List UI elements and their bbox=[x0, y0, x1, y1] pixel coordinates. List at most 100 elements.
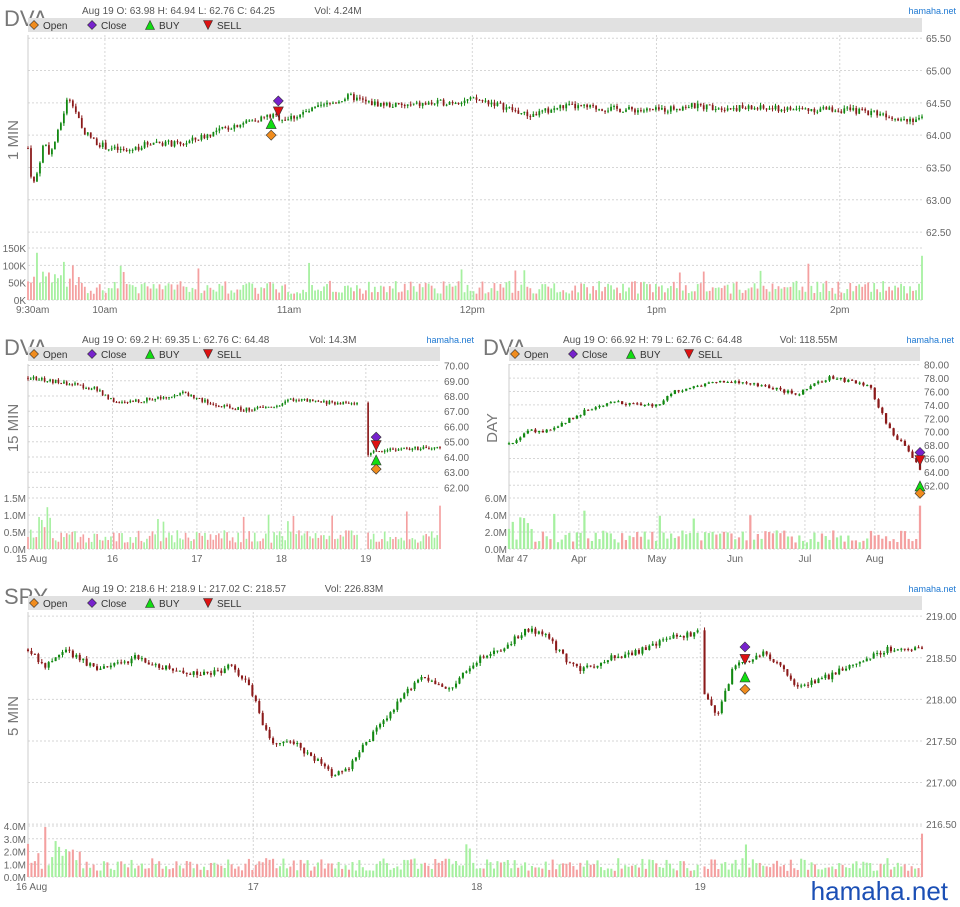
candle-body bbox=[748, 660, 751, 662]
volume-bar bbox=[284, 284, 287, 300]
volume-bar bbox=[327, 863, 330, 877]
volume-bar bbox=[302, 289, 304, 300]
candle-body bbox=[817, 678, 820, 683]
volume-bar bbox=[326, 284, 328, 300]
candle-body bbox=[258, 701, 261, 713]
candle-body bbox=[882, 653, 886, 655]
y-tick-label: 68.00 bbox=[444, 392, 469, 403]
volume-bar bbox=[688, 533, 692, 549]
volume-bar bbox=[92, 864, 95, 877]
volume-bar bbox=[820, 869, 823, 877]
volume-bar bbox=[726, 284, 729, 300]
y-tick-label: 62.00 bbox=[444, 483, 469, 494]
volume-bar bbox=[74, 285, 77, 300]
volume-bar bbox=[212, 289, 215, 300]
volume-bar bbox=[906, 293, 908, 300]
volume-bar bbox=[439, 505, 441, 549]
candle-body bbox=[617, 656, 620, 659]
volume-bar bbox=[396, 866, 399, 877]
candle-body bbox=[39, 162, 41, 174]
y-tick-label: 64.00 bbox=[444, 453, 469, 464]
volume-bar bbox=[568, 532, 571, 549]
volume-bar bbox=[253, 532, 256, 549]
open-trade-marker bbox=[265, 129, 277, 141]
volume-bar bbox=[442, 281, 445, 300]
x-tick-label: 12pm bbox=[460, 305, 485, 316]
candle-body bbox=[213, 670, 216, 675]
volume-tick-label: 150K bbox=[3, 244, 27, 255]
volume-bar bbox=[734, 539, 737, 549]
candle-body bbox=[140, 658, 143, 660]
candle-body bbox=[35, 376, 38, 381]
volume-bar bbox=[793, 868, 796, 877]
grid bbox=[508, 364, 920, 550]
volume-tick-label: 0.0M bbox=[4, 873, 26, 884]
volume-bar bbox=[771, 283, 774, 300]
volume-bar bbox=[165, 866, 168, 877]
candle-body bbox=[170, 140, 173, 147]
volume-bar bbox=[200, 293, 203, 300]
candle-body bbox=[334, 402, 336, 405]
volume-bar bbox=[389, 537, 392, 549]
volume-bar bbox=[520, 284, 523, 300]
volume-bar bbox=[492, 868, 496, 877]
volume-bar bbox=[29, 529, 32, 549]
candle-body bbox=[872, 653, 875, 659]
candle-body bbox=[755, 655, 758, 660]
candle-body bbox=[662, 400, 665, 405]
candle-body bbox=[775, 662, 779, 664]
volume-bar bbox=[577, 292, 580, 300]
candle-body bbox=[538, 430, 541, 433]
candle-body bbox=[436, 447, 439, 449]
volume-bar bbox=[133, 868, 137, 877]
candle-body bbox=[468, 668, 471, 672]
candle-body bbox=[392, 448, 394, 450]
volume-bar bbox=[173, 542, 176, 549]
candle-body bbox=[478, 99, 481, 101]
volume-tick-label: 6.0M bbox=[485, 494, 507, 505]
volume-bar bbox=[831, 866, 834, 877]
trade-markers bbox=[914, 447, 926, 499]
candle-body bbox=[417, 446, 419, 450]
volume-bar bbox=[896, 542, 899, 549]
volume-bar bbox=[273, 532, 275, 549]
candle-body bbox=[769, 654, 772, 660]
candle-body bbox=[530, 628, 533, 632]
volume-bar bbox=[121, 533, 123, 549]
y-tick-label: 78.00 bbox=[924, 374, 949, 385]
candle-body bbox=[427, 677, 430, 681]
candle-body bbox=[245, 407, 248, 411]
candle-body bbox=[692, 386, 695, 389]
volume-bar bbox=[893, 866, 896, 877]
candle-body bbox=[263, 116, 266, 118]
candle-body bbox=[631, 106, 633, 110]
candle-body bbox=[607, 110, 609, 112]
volume-bar bbox=[534, 867, 537, 877]
candle-body bbox=[900, 439, 903, 441]
volume-bar bbox=[786, 870, 789, 877]
candle-body bbox=[655, 643, 658, 646]
candle-body bbox=[433, 447, 436, 449]
volume-bar bbox=[57, 541, 60, 549]
candle-body bbox=[227, 664, 230, 669]
candle-body bbox=[272, 114, 275, 118]
volume-bar bbox=[104, 292, 107, 300]
volume-bar bbox=[430, 531, 433, 549]
candle-body bbox=[747, 105, 750, 109]
volume-bar bbox=[152, 284, 155, 300]
candle-body bbox=[738, 662, 741, 666]
volume-bar bbox=[394, 536, 397, 549]
candle-body bbox=[158, 664, 161, 668]
candle-body bbox=[493, 102, 496, 106]
candle-body bbox=[613, 401, 616, 403]
candle-body bbox=[637, 650, 640, 654]
volume-bar bbox=[248, 282, 251, 300]
volume-bar bbox=[295, 534, 298, 549]
candle-body bbox=[381, 451, 383, 453]
volume-bar bbox=[221, 285, 224, 300]
volume-bar bbox=[648, 859, 651, 877]
candle-body bbox=[289, 741, 292, 743]
volume-bar bbox=[866, 538, 869, 549]
volume-bar bbox=[652, 292, 654, 300]
x-tick-label: 16 bbox=[107, 554, 119, 565]
